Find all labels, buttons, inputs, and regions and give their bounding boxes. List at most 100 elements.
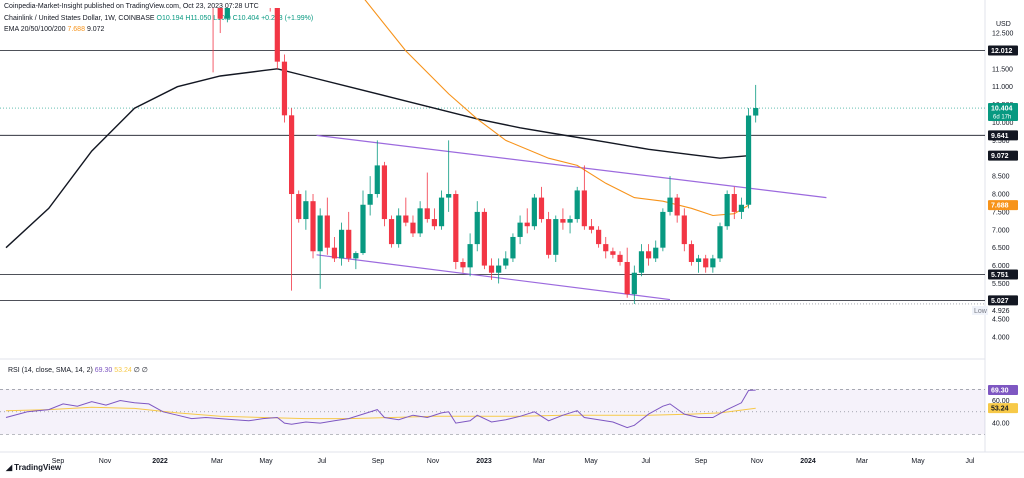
rsi-legend-label[interactable]: RSI (14, close, SMA, 14, 2) xyxy=(8,367,93,374)
candle-down[interactable] xyxy=(731,194,737,212)
candle-up[interactable] xyxy=(467,244,473,268)
candle-up[interactable] xyxy=(438,197,445,227)
candle-down[interactable] xyxy=(460,261,466,268)
candle-down[interactable] xyxy=(488,265,495,273)
price-label-box xyxy=(988,103,1018,122)
symbol-name[interactable]: Chainlink / United States Dollar, 1W, CO… xyxy=(4,15,155,22)
candle-down[interactable] xyxy=(281,61,288,116)
candle-down[interactable] xyxy=(610,251,616,255)
candle-up[interactable] xyxy=(695,258,702,262)
candle-down[interactable] xyxy=(453,194,459,262)
time-tick-label: Mar xyxy=(533,458,546,465)
candle-down[interactable] xyxy=(646,251,652,259)
price-label-value: 9.072 xyxy=(991,153,1009,160)
candle-up[interactable] xyxy=(510,236,516,259)
candle-up[interactable] xyxy=(660,211,666,248)
candle-down[interactable] xyxy=(431,219,437,227)
candle-down[interactable] xyxy=(481,211,487,266)
rsi-legend-extra: ∅ ∅ xyxy=(133,367,148,374)
candle-up[interactable] xyxy=(474,211,480,245)
price-label-value: 5.751 xyxy=(991,272,1009,279)
channel-lower-line[interactable] xyxy=(316,254,671,301)
candle-up[interactable] xyxy=(738,204,745,212)
candle-down[interactable] xyxy=(296,194,302,220)
candle-down[interactable] xyxy=(331,247,338,259)
candle-up[interactable] xyxy=(653,247,659,259)
price-tick-label: 4.000 xyxy=(992,335,1010,342)
candle-down[interactable] xyxy=(388,219,395,245)
candle-down[interactable] xyxy=(546,219,552,255)
price-label-box xyxy=(988,45,1018,56)
candle-up[interactable] xyxy=(446,194,452,198)
candle-up[interactable] xyxy=(396,215,402,245)
ema-long-value: 9.072 xyxy=(86,26,105,33)
candle-down[interactable] xyxy=(324,215,330,248)
price-tick-label: 8.500 xyxy=(992,174,1010,181)
candle-up[interactable] xyxy=(417,208,423,234)
candle-up[interactable] xyxy=(717,226,723,259)
candle-up[interactable] xyxy=(638,251,645,273)
candle-down[interactable] xyxy=(346,229,352,259)
rsi-sma-line[interactable] xyxy=(5,406,756,420)
candle-up[interactable] xyxy=(353,253,359,259)
candle-up[interactable] xyxy=(338,229,345,259)
candle-up[interactable] xyxy=(374,165,380,195)
candle-down[interactable] xyxy=(674,197,680,216)
candle-up[interactable] xyxy=(724,194,730,227)
candle-up[interactable] xyxy=(745,115,752,205)
candle-up[interactable] xyxy=(224,4,230,19)
candle-up[interactable] xyxy=(360,204,366,254)
candle-down[interactable] xyxy=(410,222,416,234)
candle-up[interactable] xyxy=(553,219,559,255)
candle-down[interactable] xyxy=(524,222,530,227)
candle-down[interactable] xyxy=(681,215,687,245)
rsi-line[interactable] xyxy=(5,389,756,429)
ema-legend-label[interactable]: EMA 20/50/100/200 xyxy=(4,26,66,33)
tradingview-brand[interactable]: ◢ TradingView xyxy=(6,463,61,472)
candle-up[interactable] xyxy=(303,201,309,220)
candle-down[interactable] xyxy=(688,244,695,262)
candle-down[interactable] xyxy=(289,115,295,195)
ema-legend: EMA 20/50/100/200 7.688 9.072 xyxy=(4,26,104,33)
candle-down[interactable] xyxy=(624,261,630,295)
candle-down[interactable] xyxy=(210,0,215,8)
candle-down[interactable] xyxy=(581,190,587,227)
candle-up[interactable] xyxy=(631,272,637,295)
candle-up[interactable] xyxy=(503,258,509,266)
price-tick-label: 5.500 xyxy=(992,281,1010,288)
rsi-legend: RSI (14, close, SMA, 14, 2) 69.30 53.24 … xyxy=(8,366,148,374)
rsi-label-box xyxy=(988,385,1018,396)
candle-down[interactable] xyxy=(424,208,430,220)
candle-down[interactable] xyxy=(403,215,409,223)
candle-up[interactable] xyxy=(753,108,759,116)
candle-down[interactable] xyxy=(381,165,388,220)
candle-down[interactable] xyxy=(310,201,316,252)
candle-up[interactable] xyxy=(710,258,716,268)
candle-up[interactable] xyxy=(574,190,580,220)
candle-up[interactable] xyxy=(367,194,373,205)
candle-down[interactable] xyxy=(560,219,566,223)
candle-up[interactable] xyxy=(317,215,323,252)
price-tick-label: 11.500 xyxy=(992,66,1013,73)
candle-up[interactable] xyxy=(517,222,523,237)
candle-down[interactable] xyxy=(588,226,595,230)
candle-down[interactable] xyxy=(274,0,280,62)
candle-up[interactable] xyxy=(567,219,573,223)
candle-up[interactable] xyxy=(531,197,537,227)
candle-down[interactable] xyxy=(538,197,545,220)
low-tag-box xyxy=(972,305,988,315)
candle-down[interactable] xyxy=(617,254,623,262)
candle-up[interactable] xyxy=(496,265,502,273)
price-tick-label: 10.000 xyxy=(992,120,1014,127)
candle-up[interactable] xyxy=(667,197,673,212)
candle-down[interactable] xyxy=(217,8,223,19)
price-label-value: 10.404 xyxy=(991,106,1013,113)
ema-short-line[interactable] xyxy=(363,0,749,217)
channel-upper-line[interactable] xyxy=(316,134,827,199)
price-tick-label: 6.000 xyxy=(992,263,1010,270)
ema-long-line[interactable] xyxy=(5,68,749,249)
candle-down[interactable] xyxy=(703,258,709,268)
candle-down[interactable] xyxy=(596,229,602,245)
candle-down[interactable] xyxy=(603,244,609,252)
